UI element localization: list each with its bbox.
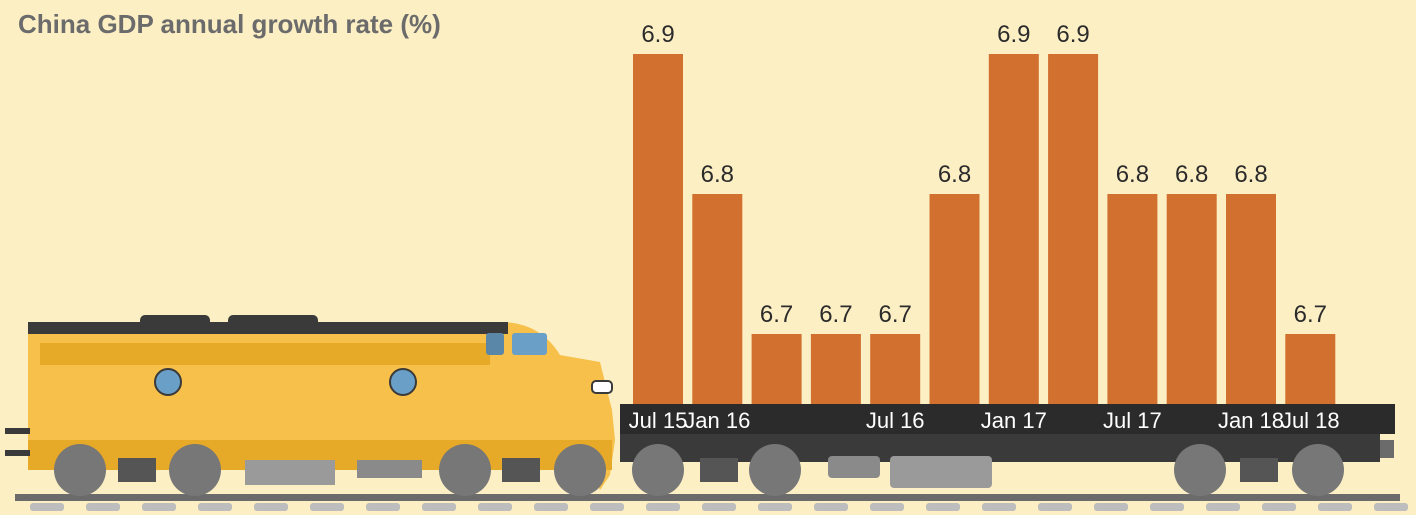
value-label: 6.7 [760, 301, 793, 328]
x-tick-label: Jul 15 [629, 408, 688, 433]
x-tick-label: Jul 18 [1281, 408, 1340, 433]
x-tick-label: Jan 17 [981, 408, 1047, 433]
value-label: 6.9 [997, 21, 1030, 48]
x-tick-label: Jan 16 [684, 408, 750, 433]
bar [1285, 334, 1335, 404]
x-tick-label: Jul 17 [1103, 408, 1162, 433]
value-label: 6.8 [1116, 161, 1149, 188]
value-label: 6.7 [819, 301, 852, 328]
locomotive [5, 315, 615, 496]
bar [1167, 194, 1217, 404]
bar [811, 334, 861, 404]
bar [633, 54, 683, 404]
value-label: 6.9 [641, 21, 674, 48]
value-label: 6.8 [1234, 161, 1267, 188]
x-tick-label: Jul 16 [866, 408, 925, 433]
page: China GDP annual growth rate (%) 6.9 Jul … [0, 0, 1416, 515]
value-label: 6.8 [938, 161, 971, 188]
value-label: 6.7 [1294, 301, 1327, 328]
bar [1226, 194, 1276, 404]
value-label: 6.8 [701, 161, 734, 188]
x-tick-label: Jan 18 [1218, 408, 1284, 433]
value-label: 6.9 [1056, 21, 1089, 48]
bar [1107, 194, 1157, 404]
bar [870, 334, 920, 404]
bar [1048, 54, 1098, 404]
bar [989, 54, 1039, 404]
chart: China GDP annual growth rate (%) 6.9 Jul … [0, 0, 1416, 515]
bar [752, 334, 802, 404]
bar [692, 194, 742, 404]
chart-title: China GDP annual growth rate (%) [18, 9, 441, 39]
value-label: 6.7 [879, 301, 912, 328]
value-label: 6.8 [1175, 161, 1208, 188]
bar [930, 194, 980, 404]
